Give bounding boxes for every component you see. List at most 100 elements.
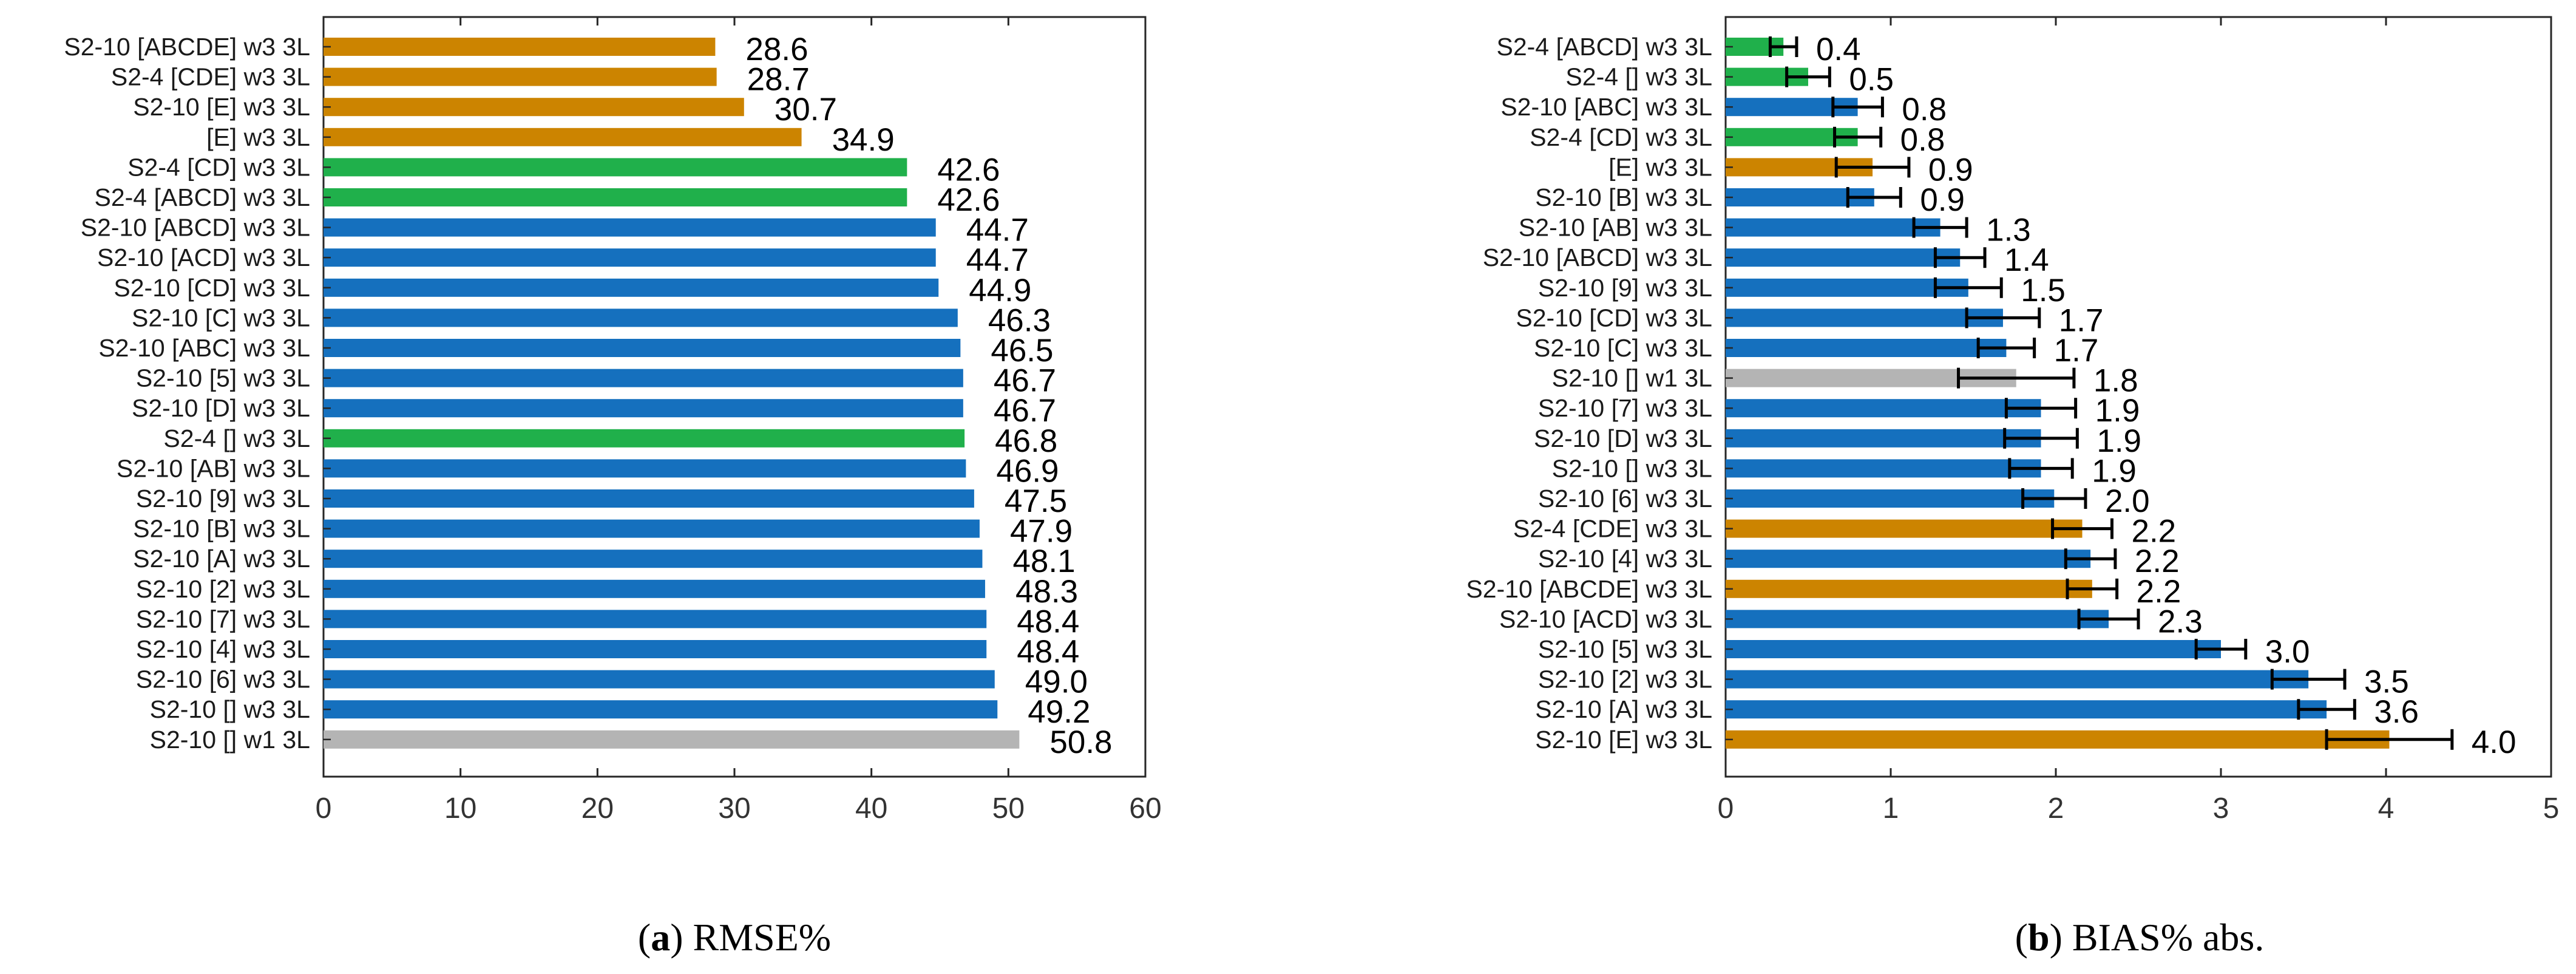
x-tick-label: 3 <box>2213 792 2229 825</box>
value-label: 0.9 <box>1928 152 1973 188</box>
bar <box>324 489 974 508</box>
category-label: S2-10 [AB] w3 3L <box>117 454 310 482</box>
bar <box>324 98 744 117</box>
bar <box>1726 248 1961 267</box>
bar <box>1726 399 2041 418</box>
bar <box>1726 670 2309 689</box>
value-label: 48.4 <box>1017 634 1079 670</box>
value-label: 48.3 <box>1015 574 1078 610</box>
bar <box>324 308 958 327</box>
x-tick-label: 40 <box>855 792 887 825</box>
value-label: 2.0 <box>2105 483 2150 519</box>
x-tick-label: 5 <box>2543 792 2560 825</box>
category-label: [E] w3 3L <box>1608 153 1712 181</box>
value-label: 2.3 <box>2158 604 2203 639</box>
value-label: 46.8 <box>995 423 1057 459</box>
category-label: S2-10 [ACD] w3 3L <box>1499 605 1712 633</box>
value-label: 42.6 <box>937 182 1000 218</box>
value-label: 2.2 <box>2135 543 2180 579</box>
bar <box>1726 308 2003 327</box>
value-label: 1.9 <box>2096 423 2141 459</box>
value-label: 44.9 <box>969 273 1031 308</box>
x-tick-label: 1 <box>1883 792 1899 825</box>
value-label: 4.0 <box>2472 724 2517 760</box>
category-label: S2-10 [E] w3 3L <box>1535 726 1712 754</box>
value-label: 50.8 <box>1049 724 1112 760</box>
value-label: 1.4 <box>2004 242 2049 278</box>
value-label: 0.8 <box>1900 122 1945 158</box>
value-label: 0.4 <box>1816 32 1861 67</box>
bar <box>324 399 963 418</box>
x-tick-label: 20 <box>581 792 614 825</box>
value-label: 28.6 <box>745 32 808 67</box>
x-tick-label: 10 <box>444 792 476 825</box>
caption-a: (a) RMSE% <box>638 916 831 959</box>
value-label: 0.8 <box>1902 92 1947 128</box>
value-label: 47.5 <box>1005 483 1067 519</box>
bar <box>324 579 985 598</box>
value-label: 46.9 <box>996 453 1059 489</box>
category-label: S2-10 [7] w3 3L <box>1538 394 1712 422</box>
category-label: S2-10 [2] w3 3L <box>136 575 310 603</box>
category-label: S2-10 [E] w3 3L <box>133 93 310 121</box>
category-label: S2-10 [C] w3 3L <box>132 304 310 332</box>
value-label: 46.7 <box>994 393 1056 429</box>
category-label: S2-4 [CD] w3 3L <box>127 153 310 181</box>
panel-bias: 0 1 2 3 4 5 S2-4 [ABCD] w3 3L 0.4 S2-4 [] w3 3L 0… <box>1466 16 2560 825</box>
category-label: S2-4 [CDE] w3 3L <box>111 63 310 91</box>
bar <box>324 158 907 177</box>
bar <box>1726 459 2041 478</box>
category-label: S2-4 [] w3 3L <box>1565 63 1712 91</box>
bar <box>1726 700 2327 719</box>
category-label: S2-4 [CD] w3 3L <box>1530 123 1712 151</box>
category-label: S2-10 [9] w3 3L <box>1538 274 1712 302</box>
bar <box>1726 278 1968 297</box>
value-label: 44.7 <box>966 242 1029 278</box>
x-tick-label: 50 <box>992 792 1025 825</box>
value-label: 3.5 <box>2364 664 2409 700</box>
category-label: S2-10 [2] w3 3L <box>1538 666 1712 693</box>
category-label: S2-10 [ABC] w3 3L <box>98 334 310 362</box>
bar <box>324 640 987 658</box>
category-label: S2-10 [B] w3 3L <box>1535 183 1712 211</box>
value-label: 46.3 <box>988 302 1051 338</box>
category-label: S2-10 [] w3 3L <box>150 695 310 723</box>
bar <box>1726 519 2083 538</box>
value-label: 34.9 <box>832 122 895 158</box>
category-label: S2-10 [4] w3 3L <box>1538 545 1712 573</box>
category-label: S2-10 [ABCD] w3 3L <box>81 214 310 242</box>
value-label: 44.7 <box>966 213 1029 248</box>
bar <box>324 429 965 448</box>
value-label: 49.2 <box>1028 694 1090 730</box>
value-label: 28.7 <box>747 62 810 98</box>
bar <box>324 610 987 628</box>
x-tick-label: 30 <box>718 792 750 825</box>
value-label: 2.2 <box>2137 574 2181 610</box>
bar <box>324 519 980 538</box>
category-label: S2-10 [A] w3 3L <box>1535 695 1712 723</box>
value-label: 3.0 <box>2265 634 2310 670</box>
bar <box>324 248 936 267</box>
x-tick-label: 2 <box>2048 792 2064 825</box>
value-label: 47.9 <box>1010 514 1073 550</box>
category-label: S2-4 [CDE] w3 3L <box>1513 515 1712 543</box>
category-label: S2-4 [ABCD] w3 3L <box>1497 33 1713 61</box>
bar <box>1726 640 2221 658</box>
bar <box>324 38 716 56</box>
x-tick-label: 0 <box>1718 792 1734 825</box>
value-label: 0.9 <box>1920 182 1965 218</box>
category-label: S2-10 [6] w3 3L <box>136 666 310 693</box>
value-label: 1.8 <box>2093 363 2138 399</box>
bar <box>324 128 802 146</box>
category-label: S2-10 [5] w3 3L <box>1538 635 1712 663</box>
bar <box>324 459 966 478</box>
category-label: S2-10 [A] w3 3L <box>133 545 310 573</box>
plot-frame <box>1724 16 2552 778</box>
x-tick-label: 4 <box>2378 792 2395 825</box>
value-label: 0.5 <box>1849 62 1894 98</box>
value-label: 49.0 <box>1025 664 1088 700</box>
category-label: S2-10 [ABCDE] w3 3L <box>64 33 310 61</box>
panel-rmse: 0 10 20 30 40 50 60 S2-10 [ABCDE] w3 3L 28.6 S2-4… <box>64 16 1162 825</box>
caption-b: (b) BIAS% abs. <box>2015 916 2265 959</box>
